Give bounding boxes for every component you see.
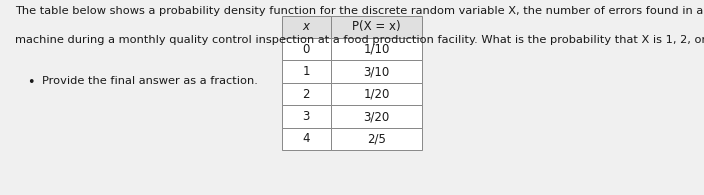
Bar: [331, 128, 422, 150]
Text: The table below shows a probability density function for the discrete random var: The table below shows a probability dens…: [15, 6, 704, 16]
Text: •: •: [27, 76, 34, 89]
Bar: [282, 83, 331, 105]
Text: machine during a monthly quality control inspection at a food production facilit: machine during a monthly quality control…: [15, 35, 704, 45]
Bar: [331, 60, 422, 83]
Text: 1/20: 1/20: [363, 88, 390, 101]
Text: 1/10: 1/10: [363, 43, 390, 56]
Text: 4: 4: [303, 132, 310, 145]
Bar: [331, 38, 422, 60]
Text: 3: 3: [303, 110, 310, 123]
Text: P(X = x): P(X = x): [352, 20, 401, 33]
Bar: [282, 38, 331, 60]
Bar: [282, 16, 331, 38]
Text: 2/5: 2/5: [367, 132, 386, 145]
Bar: [282, 128, 331, 150]
Bar: [331, 83, 422, 105]
Text: 2: 2: [303, 88, 310, 101]
Bar: [331, 16, 422, 38]
Bar: [282, 105, 331, 128]
Text: 3/10: 3/10: [363, 65, 390, 78]
Bar: [331, 105, 422, 128]
Bar: [282, 60, 331, 83]
Text: 0: 0: [303, 43, 310, 56]
Text: 1: 1: [303, 65, 310, 78]
Text: x: x: [303, 20, 310, 33]
Text: Provide the final answer as a fraction.: Provide the final answer as a fraction.: [42, 76, 258, 86]
Text: 3/20: 3/20: [363, 110, 390, 123]
